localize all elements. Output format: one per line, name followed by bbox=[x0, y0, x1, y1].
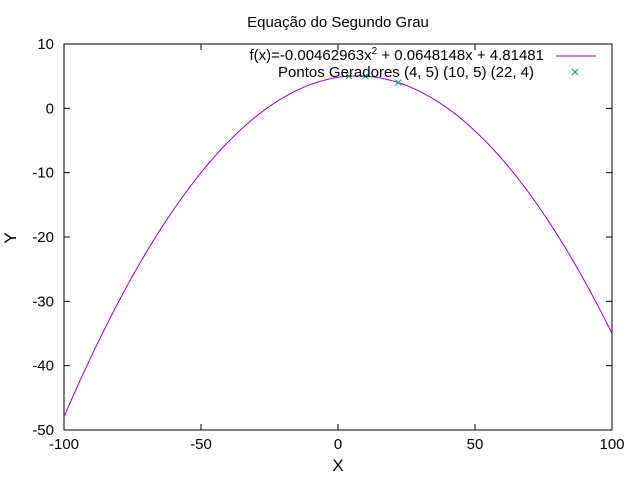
y-axis-label: Y bbox=[1, 232, 20, 243]
series-line-quadratic bbox=[63, 75, 613, 418]
x-tick-label: -50 bbox=[190, 436, 212, 453]
data-point bbox=[345, 72, 353, 80]
y-tick-label: 0 bbox=[46, 100, 54, 117]
x-tick-label: 100 bbox=[599, 436, 624, 453]
x-tick-label: -100 bbox=[49, 436, 79, 453]
x-tick-label: 0 bbox=[334, 436, 342, 453]
y-tick-label: -30 bbox=[32, 293, 54, 310]
legend-label-quadratic: f(x)=-0.00462963x2 + 0.0648148x + 4.8148… bbox=[249, 46, 544, 64]
y-tick-label: -40 bbox=[32, 358, 54, 375]
legend-marker-points bbox=[571, 68, 579, 76]
legend-marker-x bbox=[571, 68, 579, 76]
legend-label-points: Pontos Geradores (4, 5) (10, 5) (22, 4) bbox=[278, 64, 534, 81]
y-axis-ticks: -50 -40 -30 -20 -10 0 10 bbox=[32, 36, 612, 439]
series-points-generators bbox=[345, 72, 402, 86]
y-tick-label: 10 bbox=[37, 36, 54, 53]
plot-area-border bbox=[63, 43, 613, 431]
data-point bbox=[362, 72, 369, 80]
y-tick-label: -20 bbox=[32, 229, 54, 246]
data-point bbox=[394, 79, 402, 86]
x-axis-ticks: -100 -50 0 50 100 bbox=[49, 44, 625, 453]
y-tick-label: -10 bbox=[32, 165, 54, 182]
legend: f(x)=-0.00462963x2 + 0.0648148x + 4.8148… bbox=[249, 46, 596, 81]
chart-title: Equação do Segundo Grau bbox=[247, 14, 429, 31]
x-axis-label: X bbox=[332, 456, 343, 475]
y-tick-label: -50 bbox=[32, 422, 54, 439]
x-tick-label: 50 bbox=[467, 436, 484, 453]
